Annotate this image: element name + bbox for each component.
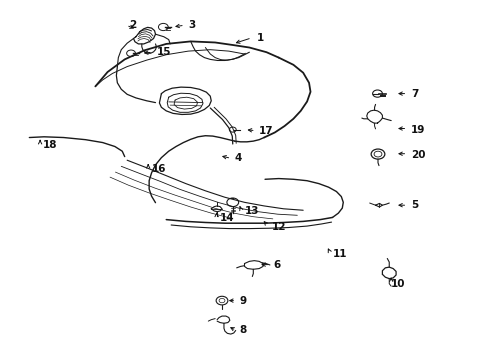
Text: 2: 2 <box>129 20 137 30</box>
Text: 5: 5 <box>410 200 417 210</box>
Text: 12: 12 <box>271 222 285 232</box>
Text: 7: 7 <box>410 89 417 99</box>
Text: 3: 3 <box>188 20 195 30</box>
Text: 10: 10 <box>390 279 405 289</box>
Text: 11: 11 <box>332 249 346 259</box>
Text: 1: 1 <box>256 33 264 43</box>
Text: 15: 15 <box>156 47 171 57</box>
Text: 17: 17 <box>259 126 273 136</box>
Text: 19: 19 <box>410 125 424 135</box>
Text: 4: 4 <box>234 153 242 163</box>
Text: 16: 16 <box>151 164 166 174</box>
Text: 13: 13 <box>244 206 259 216</box>
Text: 6: 6 <box>273 260 281 270</box>
Text: 8: 8 <box>239 325 246 336</box>
Text: 9: 9 <box>239 296 246 306</box>
Text: 14: 14 <box>220 213 234 223</box>
Text: 18: 18 <box>43 140 58 150</box>
Text: 20: 20 <box>410 150 425 160</box>
